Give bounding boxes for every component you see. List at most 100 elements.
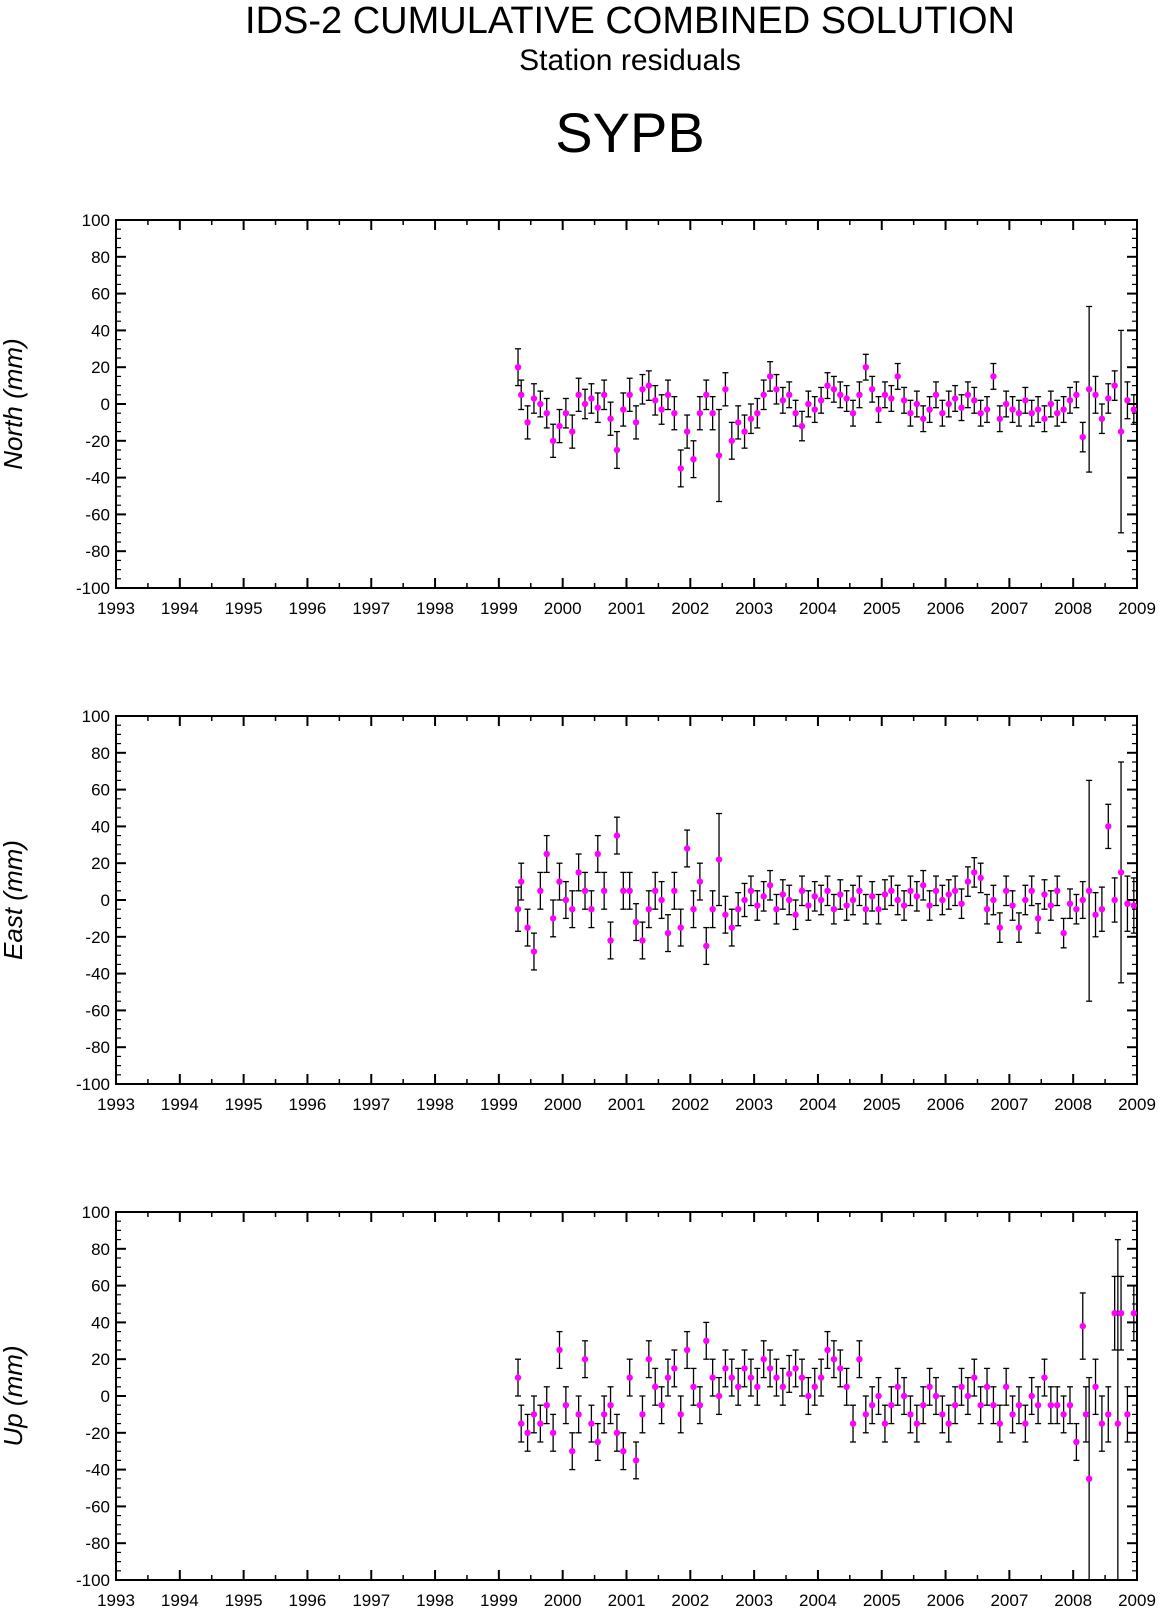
data-point: [1047, 400, 1055, 408]
data-point: [696, 410, 704, 417]
data-point: [549, 1429, 557, 1437]
data-point: [837, 1365, 844, 1372]
data-point: [1092, 391, 1099, 398]
data-point: [683, 428, 691, 435]
data-point: [722, 1365, 729, 1372]
data-point: [690, 906, 697, 913]
data-point: [907, 1411, 914, 1418]
data-point: [900, 1392, 908, 1400]
data-point: [626, 391, 633, 398]
x-tick-label: 2006: [927, 1095, 965, 1114]
data-point: [632, 1457, 640, 1464]
data-point: [514, 1374, 522, 1381]
chart-subtitle: Station residuals: [519, 44, 741, 77]
data-point: [798, 422, 806, 430]
x-tick-label: 1994: [161, 1591, 199, 1610]
data-point: [894, 896, 901, 904]
data-point: [1085, 386, 1093, 393]
data-point: [549, 437, 557, 444]
y-tick-label: -40: [85, 965, 110, 984]
data-point: [696, 878, 704, 885]
data-point: [888, 395, 895, 402]
data-point: [1079, 433, 1086, 441]
data-point: [862, 364, 869, 371]
data-point: [983, 906, 991, 913]
data-point: [1105, 1411, 1112, 1418]
data-point: [696, 1402, 704, 1409]
data-point: [971, 1374, 978, 1381]
y-tick-label: 40: [91, 321, 110, 340]
x-tick-label: 1997: [352, 1095, 390, 1114]
data-point: [518, 1420, 525, 1427]
data-point: [945, 1420, 952, 1427]
data-point: [1117, 869, 1125, 876]
data-point: [1034, 1402, 1042, 1409]
data-point: [1002, 887, 1010, 894]
data-point: [575, 391, 582, 398]
data-point: [581, 1356, 589, 1363]
data-point: [951, 1402, 959, 1409]
data-point: [1054, 887, 1061, 894]
data-point: [830, 906, 838, 913]
data-point: [1034, 915, 1042, 922]
data-point: [632, 419, 640, 426]
up-plot-frame: [115, 1211, 1138, 1581]
data-point: [626, 887, 633, 894]
data-point: [594, 404, 601, 411]
data-point: [741, 1365, 748, 1372]
data-point: [881, 391, 889, 398]
data-point: [703, 391, 710, 398]
data-point: [958, 404, 965, 411]
y-tick-label: 40: [91, 817, 110, 836]
data-point: [588, 395, 595, 402]
y-tick-label: -20: [85, 928, 110, 947]
data-point: [1022, 896, 1029, 904]
data-point: [977, 1402, 984, 1409]
data-point: [1114, 1420, 1122, 1427]
data-point: [900, 902, 908, 909]
data-point: [677, 924, 684, 931]
data-point: [620, 1448, 627, 1455]
data-point: [932, 391, 940, 398]
data-point: [811, 893, 818, 900]
data-point: [837, 391, 844, 398]
data-point: [843, 395, 850, 402]
data-point: [1028, 887, 1035, 894]
data-point: [664, 391, 672, 398]
data-point: [926, 1383, 933, 1391]
data-point: [1002, 1383, 1010, 1391]
data-point: [1117, 1310, 1125, 1317]
chart-title: IDS-2 CUMULATIVE COMBINED SOLUTION: [245, 0, 1015, 42]
data-point: [581, 400, 589, 408]
data-point: [518, 878, 525, 885]
data-point: [983, 1383, 991, 1391]
data-point: [722, 911, 729, 918]
data-point: [734, 906, 742, 913]
data-point: [709, 1374, 716, 1381]
data-point: [939, 1411, 946, 1418]
data-point: [607, 1402, 614, 1409]
station-name: SYPB: [555, 101, 705, 164]
x-tick-label: 1998: [416, 1095, 454, 1114]
y-tick-label: 20: [91, 358, 110, 377]
data-point: [613, 1429, 621, 1437]
y-tick-label: 20: [91, 1350, 110, 1369]
data-point: [817, 397, 825, 404]
data-point: [913, 1420, 921, 1427]
data-point: [524, 1429, 531, 1437]
data-point: [543, 850, 550, 858]
x-tick-label: 1999: [480, 1591, 518, 1610]
data-point: [530, 395, 538, 402]
data-point: [562, 410, 570, 417]
data-point: [537, 887, 544, 894]
data-point: [594, 1438, 601, 1446]
data-point: [805, 902, 812, 909]
data-point: [971, 397, 978, 404]
data-point: [1022, 397, 1029, 404]
data-point: [1015, 924, 1023, 931]
x-tick-label: 2006: [927, 599, 965, 618]
data-point: [1117, 428, 1125, 435]
x-tick-label: 1996: [289, 1095, 327, 1114]
data-point: [1009, 902, 1016, 909]
data-point: [1111, 382, 1118, 389]
